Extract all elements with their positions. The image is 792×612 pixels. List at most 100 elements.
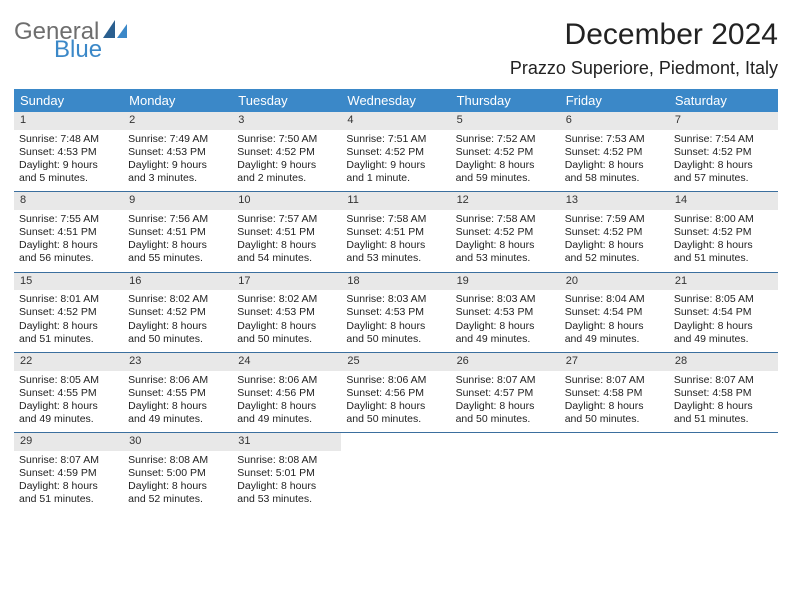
date-number: 26 bbox=[451, 353, 560, 371]
sunset-line: Sunset: 4:52 PM bbox=[128, 306, 227, 319]
daylight-line: Daylight: 9 hours and 2 minutes. bbox=[237, 159, 336, 185]
date-number: 13 bbox=[560, 192, 669, 210]
day-cell: 3Sunrise: 7:50 AMSunset: 4:52 PMDaylight… bbox=[232, 112, 341, 191]
day-cell: . bbox=[451, 433, 560, 512]
sunrise-line: Sunrise: 7:57 AM bbox=[237, 213, 336, 226]
date-number: 10 bbox=[232, 192, 341, 210]
date-number: 5 bbox=[451, 112, 560, 130]
daylight-line: Daylight: 8 hours and 58 minutes. bbox=[565, 159, 664, 185]
calendar-grid: Sunday Monday Tuesday Wednesday Thursday… bbox=[14, 89, 778, 512]
day-cell: 23Sunrise: 8:06 AMSunset: 4:55 PMDayligh… bbox=[123, 353, 232, 432]
date-number: 22 bbox=[14, 353, 123, 371]
daylight-line: Daylight: 8 hours and 51 minutes. bbox=[19, 480, 118, 506]
sunrise-line: Sunrise: 8:02 AM bbox=[128, 293, 227, 306]
sunrise-line: Sunrise: 8:03 AM bbox=[456, 293, 555, 306]
daylight-line: Daylight: 8 hours and 49 minutes. bbox=[456, 320, 555, 346]
date-number: 21 bbox=[669, 273, 778, 291]
day-cell-body: Sunrise: 8:08 AMSunset: 5:00 PMDaylight:… bbox=[123, 451, 232, 513]
sunrise-line: Sunrise: 8:07 AM bbox=[674, 374, 773, 387]
sunrise-line: Sunrise: 7:59 AM bbox=[565, 213, 664, 226]
date-number: 2 bbox=[123, 112, 232, 130]
date-number: 16 bbox=[123, 273, 232, 291]
day-cell: 7Sunrise: 7:54 AMSunset: 4:52 PMDaylight… bbox=[669, 112, 778, 191]
sunset-line: Sunset: 4:55 PM bbox=[128, 387, 227, 400]
date-number: 7 bbox=[669, 112, 778, 130]
date-number: 25 bbox=[341, 353, 450, 371]
date-number: 28 bbox=[669, 353, 778, 371]
sunset-line: Sunset: 4:52 PM bbox=[674, 146, 773, 159]
sunset-line: Sunset: 4:56 PM bbox=[346, 387, 445, 400]
date-number: 14 bbox=[669, 192, 778, 210]
day-cell-body: Sunrise: 8:06 AMSunset: 4:55 PMDaylight:… bbox=[123, 371, 232, 433]
day-cell-body: Sunrise: 7:59 AMSunset: 4:52 PMDaylight:… bbox=[560, 210, 669, 272]
day-cell-body: Sunrise: 7:53 AMSunset: 4:52 PMDaylight:… bbox=[560, 130, 669, 192]
date-number: 15 bbox=[14, 273, 123, 291]
day-cell: . bbox=[560, 433, 669, 512]
sunset-line: Sunset: 4:53 PM bbox=[128, 146, 227, 159]
sunset-line: Sunset: 4:55 PM bbox=[19, 387, 118, 400]
day-cell: 22Sunrise: 8:05 AMSunset: 4:55 PMDayligh… bbox=[14, 353, 123, 432]
day-cell: 19Sunrise: 8:03 AMSunset: 4:53 PMDayligh… bbox=[451, 273, 560, 352]
day-cell: 10Sunrise: 7:57 AMSunset: 4:51 PMDayligh… bbox=[232, 192, 341, 271]
day-cell: 12Sunrise: 7:58 AMSunset: 4:52 PMDayligh… bbox=[451, 192, 560, 271]
day-cell: 30Sunrise: 8:08 AMSunset: 5:00 PMDayligh… bbox=[123, 433, 232, 512]
sunrise-line: Sunrise: 7:48 AM bbox=[19, 133, 118, 146]
day-header-monday: Monday bbox=[123, 89, 232, 112]
day-cell-body: Sunrise: 8:07 AMSunset: 4:59 PMDaylight:… bbox=[14, 451, 123, 513]
day-cell: 1Sunrise: 7:48 AMSunset: 4:53 PMDaylight… bbox=[14, 112, 123, 191]
day-cell-body: Sunrise: 8:05 AMSunset: 4:54 PMDaylight:… bbox=[669, 290, 778, 352]
date-number: 4 bbox=[341, 112, 450, 130]
sunset-line: Sunset: 4:57 PM bbox=[456, 387, 555, 400]
daylight-line: Daylight: 8 hours and 51 minutes. bbox=[674, 400, 773, 426]
logo: General Blue bbox=[14, 18, 129, 62]
day-cell: 21Sunrise: 8:05 AMSunset: 4:54 PMDayligh… bbox=[669, 273, 778, 352]
sunset-line: Sunset: 4:54 PM bbox=[565, 306, 664, 319]
day-cell-body: Sunrise: 8:06 AMSunset: 4:56 PMDaylight:… bbox=[232, 371, 341, 433]
day-cell-body: Sunrise: 7:50 AMSunset: 4:52 PMDaylight:… bbox=[232, 130, 341, 192]
sunset-line: Sunset: 4:56 PM bbox=[237, 387, 336, 400]
daylight-line: Daylight: 9 hours and 5 minutes. bbox=[19, 159, 118, 185]
day-cell-body: Sunrise: 8:03 AMSunset: 4:53 PMDaylight:… bbox=[451, 290, 560, 352]
day-cell: 11Sunrise: 7:58 AMSunset: 4:51 PMDayligh… bbox=[341, 192, 450, 271]
daylight-line: Daylight: 8 hours and 51 minutes. bbox=[674, 239, 773, 265]
day-header-saturday: Saturday bbox=[669, 89, 778, 112]
daylight-line: Daylight: 8 hours and 49 minutes. bbox=[237, 400, 336, 426]
sunrise-line: Sunrise: 7:55 AM bbox=[19, 213, 118, 226]
date-number: 3 bbox=[232, 112, 341, 130]
day-cell-body: Sunrise: 8:08 AMSunset: 5:01 PMDaylight:… bbox=[232, 451, 341, 513]
week-row: 15Sunrise: 8:01 AMSunset: 4:52 PMDayligh… bbox=[14, 272, 778, 352]
day-cell-body: Sunrise: 7:52 AMSunset: 4:52 PMDaylight:… bbox=[451, 130, 560, 192]
day-cell-body: Sunrise: 8:05 AMSunset: 4:55 PMDaylight:… bbox=[14, 371, 123, 433]
sunrise-line: Sunrise: 7:56 AM bbox=[128, 213, 227, 226]
date-number: 20 bbox=[560, 273, 669, 291]
day-cell: 15Sunrise: 8:01 AMSunset: 4:52 PMDayligh… bbox=[14, 273, 123, 352]
title-block: December 2024 Prazzo Superiore, Piedmont… bbox=[510, 18, 778, 85]
logo-text-blue: Blue bbox=[54, 38, 129, 62]
day-cell: 6Sunrise: 7:53 AMSunset: 4:52 PMDaylight… bbox=[560, 112, 669, 191]
day-cell-body: Sunrise: 8:03 AMSunset: 4:53 PMDaylight:… bbox=[341, 290, 450, 352]
daylight-line: Daylight: 8 hours and 49 minutes. bbox=[128, 400, 227, 426]
day-cell-body: Sunrise: 8:07 AMSunset: 4:58 PMDaylight:… bbox=[669, 371, 778, 433]
daylight-line: Daylight: 8 hours and 52 minutes. bbox=[565, 239, 664, 265]
day-header-thursday: Thursday bbox=[451, 89, 560, 112]
day-cell: 24Sunrise: 8:06 AMSunset: 4:56 PMDayligh… bbox=[232, 353, 341, 432]
sunrise-line: Sunrise: 8:05 AM bbox=[19, 374, 118, 387]
sunrise-line: Sunrise: 8:03 AM bbox=[346, 293, 445, 306]
sunset-line: Sunset: 4:53 PM bbox=[19, 146, 118, 159]
day-cell: 28Sunrise: 8:07 AMSunset: 4:58 PMDayligh… bbox=[669, 353, 778, 432]
date-number: 12 bbox=[451, 192, 560, 210]
date-number: 9 bbox=[123, 192, 232, 210]
sunset-line: Sunset: 4:52 PM bbox=[565, 226, 664, 239]
daylight-line: Daylight: 8 hours and 49 minutes. bbox=[674, 320, 773, 346]
date-number: 23 bbox=[123, 353, 232, 371]
date-number: 17 bbox=[232, 273, 341, 291]
sunrise-line: Sunrise: 7:53 AM bbox=[565, 133, 664, 146]
sunset-line: Sunset: 4:51 PM bbox=[346, 226, 445, 239]
daylight-line: Daylight: 8 hours and 53 minutes. bbox=[237, 480, 336, 506]
daylight-line: Daylight: 8 hours and 50 minutes. bbox=[565, 400, 664, 426]
sunrise-line: Sunrise: 8:07 AM bbox=[19, 454, 118, 467]
sunset-line: Sunset: 4:52 PM bbox=[456, 226, 555, 239]
sunset-line: Sunset: 4:53 PM bbox=[456, 306, 555, 319]
daylight-line: Daylight: 9 hours and 1 minute. bbox=[346, 159, 445, 185]
sunset-line: Sunset: 5:00 PM bbox=[128, 467, 227, 480]
